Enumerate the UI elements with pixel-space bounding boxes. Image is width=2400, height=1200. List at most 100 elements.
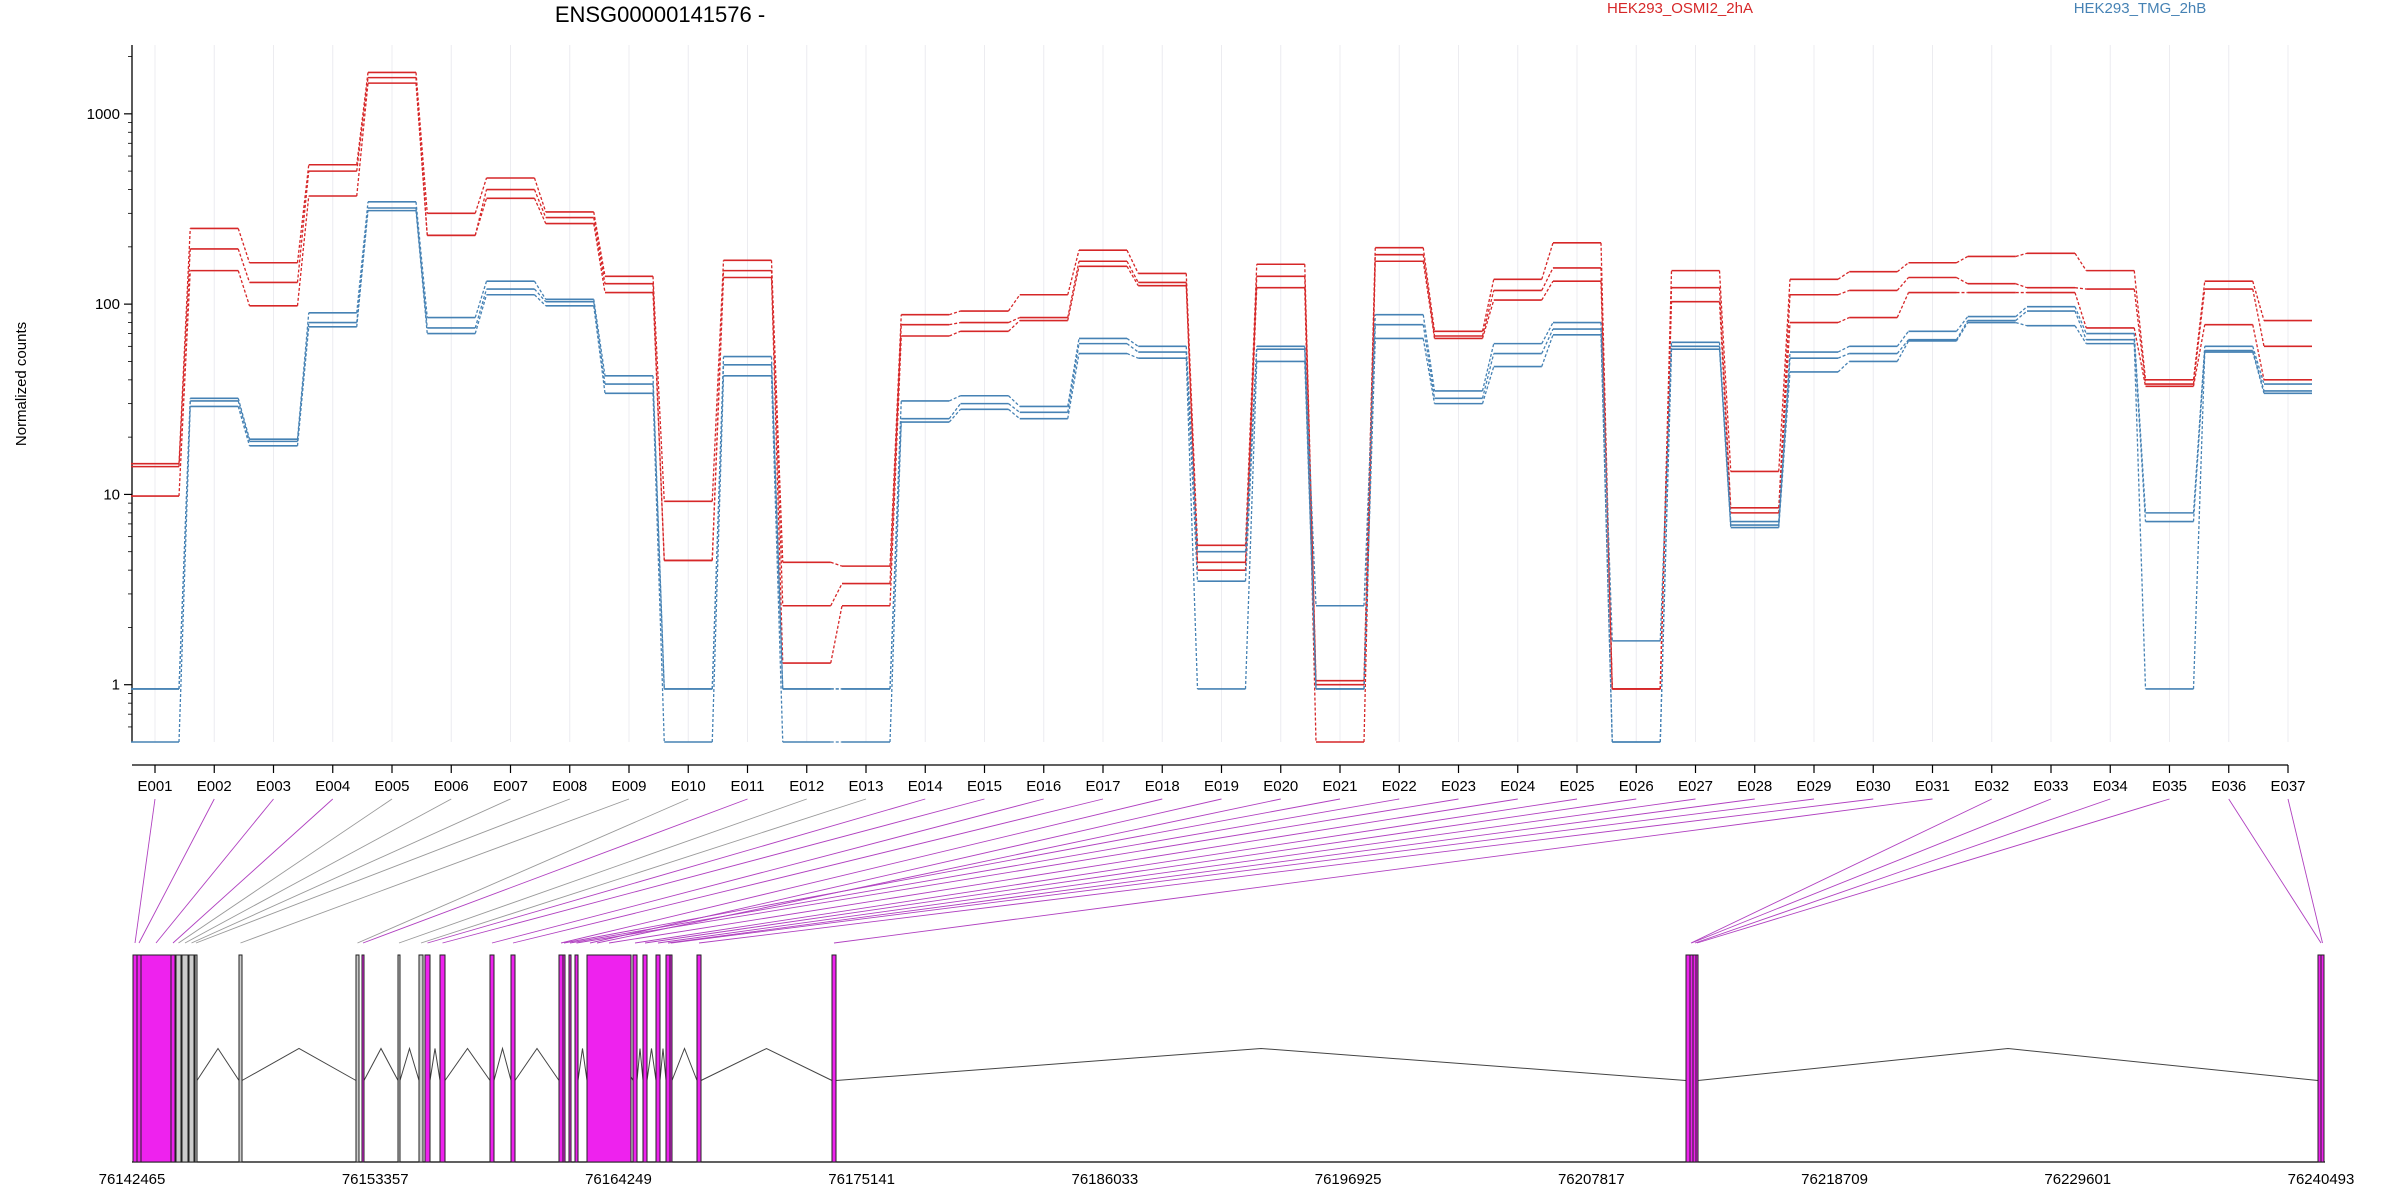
x-tick-label: E016: [1026, 778, 1061, 795]
coord-label: 76175141: [828, 1171, 895, 1188]
intron-line: [429, 1048, 441, 1081]
series-connector: [178, 248, 191, 467]
series-connector: [1422, 338, 1436, 404]
series-connector: [1541, 267, 1554, 291]
series-connector: [1422, 324, 1436, 399]
series-connector: [2015, 306, 2028, 318]
exon-box: [439, 954, 446, 1163]
series-connector: [415, 83, 428, 236]
x-axis: E001 E002 E003 E004 E005 E006 E007 E008 E009 E010…: [132, 764, 2306, 795]
series-connector: [1007, 294, 1021, 312]
legend: HEK293_OSMI2_2hA HEK293_TMG_2hB: [1607, 0, 2206, 17]
series-connector: [1896, 330, 1910, 347]
series-connector: [2074, 310, 2087, 340]
intron-line: [636, 1048, 644, 1081]
series-connector: [711, 364, 725, 689]
x-tick-label: E003: [256, 778, 291, 795]
series-connector: [2252, 346, 2265, 385]
series-connector: [2074, 252, 2087, 271]
x-tick-label: E033: [2033, 778, 2068, 795]
exon-connector: [357, 798, 689, 944]
x-tick-label: E015: [967, 778, 1002, 795]
coord-label: 76196925: [1315, 1171, 1382, 1188]
exon-box: [397, 954, 401, 1163]
exon-connector: [644, 798, 1637, 944]
exon-box: [558, 954, 564, 1163]
exon-box: [2320, 954, 2325, 1163]
exon-box: [1695, 954, 1699, 1163]
x-tick-label: E035: [2152, 778, 2187, 795]
series-connector: [2074, 306, 2087, 334]
x-tick-label: E026: [1619, 778, 1654, 795]
series-connector: [1185, 352, 1199, 582]
intron-line: [514, 1047, 560, 1081]
exon-box: [586, 954, 632, 1163]
series-connector: [474, 177, 488, 214]
series-connector: [2133, 270, 2147, 380]
series-connector: [1304, 346, 1317, 606]
gene-model: 76142465 76153357 76164249 76175141 76186033…: [99, 954, 2355, 1188]
series-connector: [1837, 271, 1850, 280]
series-connector: [711, 277, 725, 561]
series-connector: [178, 400, 191, 689]
series-connector: [237, 248, 251, 283]
series-connector: [1955, 322, 1969, 342]
exon-box: [140, 954, 172, 1163]
series-connector: [356, 83, 369, 197]
x-tick-label: E030: [1856, 778, 1891, 795]
exon-connector: [569, 798, 1400, 944]
series-connector: [2015, 283, 2028, 289]
series-connector: [593, 223, 606, 293]
series-connector: [1126, 343, 1139, 353]
exon-connector: [698, 798, 1874, 944]
exon-box: [510, 954, 516, 1163]
series-connector: [1541, 334, 1554, 367]
series-connector: [1067, 343, 1080, 413]
exon-connector: [2228, 798, 2322, 944]
series-connector: [1659, 349, 1673, 743]
series-connector: [948, 395, 961, 402]
series-connector: [1837, 352, 1850, 359]
series-connector: [237, 406, 251, 447]
exon-box: [188, 954, 195, 1163]
exon-connector: [512, 798, 1104, 944]
series-connector: [356, 77, 369, 172]
series-connector: [2015, 310, 2028, 322]
series-connector: [1837, 316, 1850, 324]
series-connector: [1778, 279, 1791, 472]
series-connector: [1244, 349, 1258, 582]
exon-box: [361, 954, 365, 1163]
series-connector: [948, 408, 961, 423]
x-tick-label: E021: [1322, 778, 1357, 795]
x-tick-label: E023: [1441, 778, 1476, 795]
exon-box: [562, 954, 566, 1163]
exon-box: [132, 954, 138, 1163]
exon-box: [136, 954, 142, 1163]
series-connector: [2192, 352, 2206, 689]
series-connector: [533, 198, 547, 224]
series-connector: [1956, 255, 1969, 264]
exon-connector: [596, 798, 1281, 944]
coord-label: 76240493: [2288, 1171, 2355, 1188]
intron-line: [835, 1047, 1687, 1081]
x-tick-label: E025: [1559, 778, 1594, 795]
series-connector: [474, 198, 488, 236]
x-tick-label: E010: [671, 778, 706, 795]
series-connector: [889, 324, 902, 584]
x-tick-label: E028: [1737, 778, 1772, 795]
exon-connector: [184, 798, 452, 944]
series-connector: [1363, 314, 1376, 606]
intron-line: [700, 1047, 833, 1081]
x-tick-label: E017: [1085, 778, 1120, 795]
exon-connector: [657, 798, 1696, 944]
intron-line: [444, 1047, 491, 1081]
series-connector: [770, 375, 784, 743]
exon-box: [238, 954, 243, 1163]
intron-line: [646, 1048, 657, 1081]
series-connector: [1837, 289, 1850, 296]
series-connector: [711, 260, 725, 502]
exon-connector: [560, 798, 1163, 944]
series-connector: [2192, 288, 2206, 385]
exon-box: [355, 954, 360, 1163]
